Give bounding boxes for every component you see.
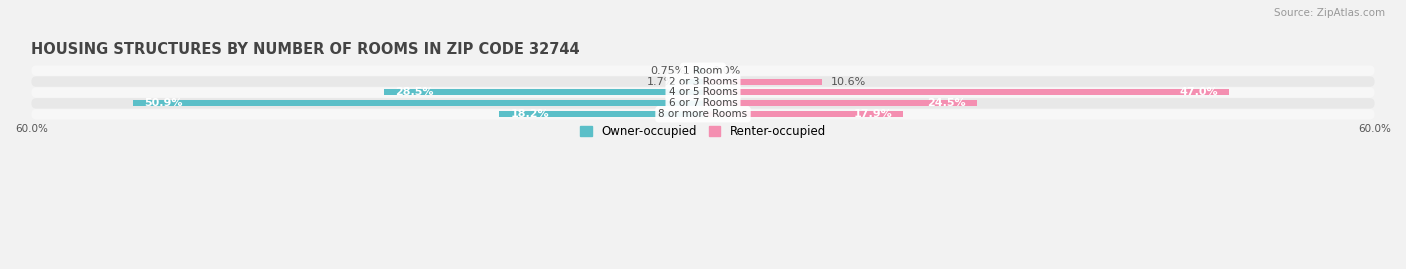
Text: 24.5%: 24.5%: [928, 98, 966, 108]
Text: 0.75%: 0.75%: [651, 66, 686, 76]
Text: 17.9%: 17.9%: [853, 109, 893, 119]
Bar: [695, 68, 703, 74]
Bar: [134, 100, 703, 106]
Text: 10.6%: 10.6%: [831, 77, 866, 87]
Legend: Owner-occupied, Renter-occupied: Owner-occupied, Renter-occupied: [575, 120, 831, 143]
Text: 1 Room: 1 Room: [683, 66, 723, 76]
Bar: [384, 90, 703, 95]
Text: 6 or 7 Rooms: 6 or 7 Rooms: [669, 98, 737, 108]
Text: 2 or 3 Rooms: 2 or 3 Rooms: [669, 77, 737, 87]
FancyBboxPatch shape: [31, 87, 1375, 98]
Bar: [703, 100, 977, 106]
Text: HOUSING STRUCTURES BY NUMBER OF ROOMS IN ZIP CODE 32744: HOUSING STRUCTURES BY NUMBER OF ROOMS IN…: [31, 42, 581, 57]
Text: 28.5%: 28.5%: [395, 87, 433, 97]
Text: 4 or 5 Rooms: 4 or 5 Rooms: [669, 87, 737, 97]
Bar: [703, 79, 821, 84]
FancyBboxPatch shape: [31, 109, 1375, 119]
FancyBboxPatch shape: [31, 98, 1375, 109]
Text: Source: ZipAtlas.com: Source: ZipAtlas.com: [1274, 8, 1385, 18]
Text: 50.9%: 50.9%: [145, 98, 183, 108]
Bar: [499, 111, 703, 117]
Bar: [683, 79, 703, 84]
Bar: [703, 111, 903, 117]
Text: 47.0%: 47.0%: [1180, 87, 1218, 97]
Text: 18.2%: 18.2%: [510, 109, 550, 119]
Text: 1.7%: 1.7%: [647, 77, 675, 87]
FancyBboxPatch shape: [31, 65, 1375, 76]
Text: 0.0%: 0.0%: [711, 66, 740, 76]
Text: 8 or more Rooms: 8 or more Rooms: [658, 109, 748, 119]
Bar: [703, 90, 1229, 95]
FancyBboxPatch shape: [31, 76, 1375, 87]
